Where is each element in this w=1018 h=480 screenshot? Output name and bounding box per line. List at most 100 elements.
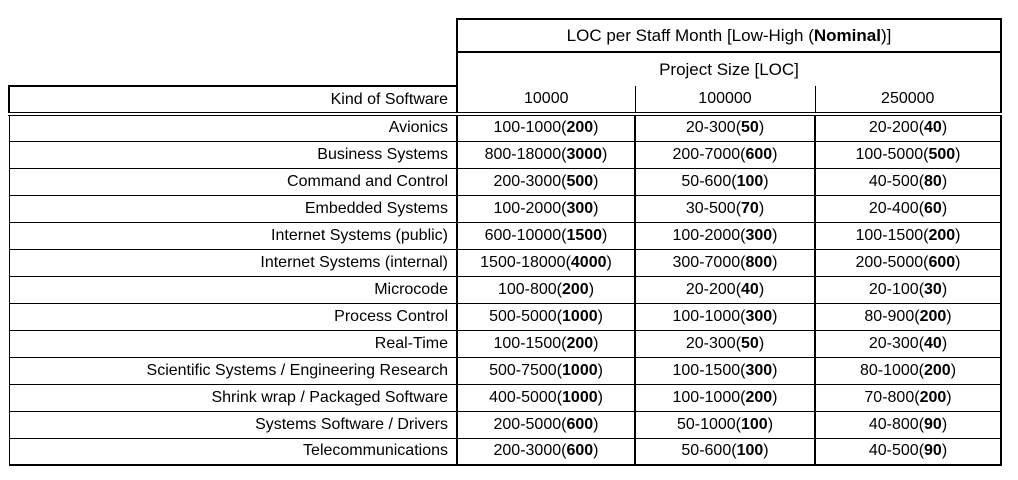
nominal-value: 80 <box>924 172 942 190</box>
nominal-value: 200 <box>562 280 589 298</box>
row-label: Internet Systems (internal) <box>8 249 458 277</box>
empty-corner <box>9 52 457 86</box>
close-paren: ) <box>946 388 952 406</box>
nominal-value: 200 <box>924 361 951 379</box>
size-column-header-250000: 250000 <box>814 86 1002 116</box>
nominal-value: 300 <box>745 361 773 379</box>
close-paren: ) <box>602 226 608 244</box>
open-paren: ( <box>556 307 563 325</box>
nominal-value: 200 <box>566 119 594 137</box>
nominal-value: 1000 <box>562 388 598 406</box>
table-row-internet-systems-public: Internet Systems (public) 600-10000(1500… <box>8 222 1002 250</box>
loc-range: 200-5000 <box>493 415 562 433</box>
title-nominal-bold: Nominal <box>813 25 881 45</box>
nominal-value: 60 <box>924 199 942 217</box>
loc-range: 20-200 <box>685 280 736 298</box>
open-paren: ( <box>923 253 929 271</box>
nominal-value: 200 <box>928 226 956 244</box>
nominal-value: 100 <box>736 442 764 460</box>
loc-range: 500-7500 <box>489 361 557 379</box>
table-cell: 20-300(40) <box>814 330 1002 358</box>
table-cell: 600-10000(1500) <box>456 222 635 250</box>
close-paren: ) <box>941 119 948 137</box>
table-cell: 200-5000(600) <box>456 411 635 439</box>
open-paren: ( <box>565 253 571 271</box>
table-row-command-and-control: Command and Control 200-3000(500) 50-600… <box>8 168 1002 196</box>
table-cell: 20-300(50) <box>634 114 815 142</box>
close-paren: ) <box>597 307 603 325</box>
table-title-row: LOC per Staff Month [Low-High (Nominal)] <box>9 18 1002 53</box>
close-paren: ) <box>597 361 603 379</box>
close-paren: ) <box>950 361 957 379</box>
loc-range: 20-300 <box>685 334 736 352</box>
nominal-value: 4000 <box>570 253 607 271</box>
close-paren: ) <box>593 415 599 433</box>
loc-range: 200-5000 <box>855 253 924 271</box>
close-paren: ) <box>593 119 599 137</box>
loc-range: 100-1000 <box>493 119 562 137</box>
open-paren: ( <box>561 145 567 163</box>
close-paren: ) <box>941 199 948 217</box>
close-paren: ) <box>763 172 769 190</box>
row-label: Internet Systems (public) <box>8 222 458 250</box>
open-paren: ( <box>561 442 567 460</box>
nominal-value: 200 <box>919 307 947 325</box>
row-label: Process Control <box>8 303 458 331</box>
table-cell: 100-1000(200) <box>456 114 635 142</box>
table-cell: 200-3000(600) <box>456 438 635 466</box>
row-label: Telecommunications <box>8 438 458 466</box>
project-size-header: Project Size [LOC] <box>456 52 1002 86</box>
table-cell: 20-400(60) <box>814 195 1002 223</box>
close-paren: ) <box>955 226 961 244</box>
close-paren: ) <box>597 388 603 406</box>
loc-range: 800-18000 <box>484 145 562 163</box>
loc-range: 600-10000 <box>484 226 562 244</box>
loc-range: 50-600 <box>681 442 732 460</box>
table-cell: 100-1000(200) <box>634 384 815 412</box>
open-paren: ( <box>740 361 746 379</box>
open-paren: ( <box>561 226 567 244</box>
table-cell: 1500-18000(4000) <box>456 249 635 277</box>
nominal-value: 500 <box>566 172 594 190</box>
table-row-scientific-systems: Scientific Systems / Engineering Researc… <box>8 357 1002 385</box>
loc-range: 100-5000 <box>855 145 924 163</box>
row-label: Avionics <box>8 114 458 142</box>
loc-range: 40-500 <box>868 442 919 460</box>
table-cell: 100-1500(200) <box>456 330 635 358</box>
loc-range: 100-1500 <box>493 334 562 352</box>
title-suffix: )] <box>880 25 892 45</box>
row-label: Command and Control <box>8 168 458 196</box>
close-paren: ) <box>588 280 595 298</box>
nominal-value: 600 <box>566 415 594 433</box>
open-paren: ( <box>914 307 920 325</box>
close-paren: ) <box>758 119 765 137</box>
open-paren: ( <box>918 442 925 460</box>
loc-range: 80-900 <box>864 307 915 325</box>
open-paren: ( <box>735 119 742 137</box>
open-paren: ( <box>914 388 920 406</box>
nominal-value: 600 <box>928 253 956 271</box>
nominal-value: 600 <box>566 442 594 460</box>
table-cell: 300-7000(800) <box>634 249 815 277</box>
open-paren: ( <box>740 253 746 271</box>
column-headers-row: Kind of Software 10000 100000 250000 <box>8 85 1002 116</box>
open-paren: ( <box>918 361 924 379</box>
table-cell: 100-1000(300) <box>634 303 815 331</box>
nominal-value: 70 <box>741 199 759 217</box>
loc-range: 20-100 <box>868 280 919 298</box>
close-paren: ) <box>593 442 599 460</box>
loc-range: 20-300 <box>868 334 919 352</box>
table-cell: 400-5000(1000) <box>456 384 635 412</box>
table-cell: 20-200(40) <box>634 276 815 304</box>
nominal-value: 40 <box>741 280 759 298</box>
close-paren: ) <box>593 199 599 217</box>
close-paren: ) <box>758 334 765 352</box>
loc-range: 1500-18000 <box>480 253 566 271</box>
row-label: Business Systems <box>8 141 458 169</box>
open-paren: ( <box>731 442 737 460</box>
table-cell: 50-600(100) <box>634 168 815 196</box>
nominal-value: 300 <box>745 307 773 325</box>
close-paren: ) <box>772 226 778 244</box>
nominal-value: 30 <box>924 280 942 298</box>
